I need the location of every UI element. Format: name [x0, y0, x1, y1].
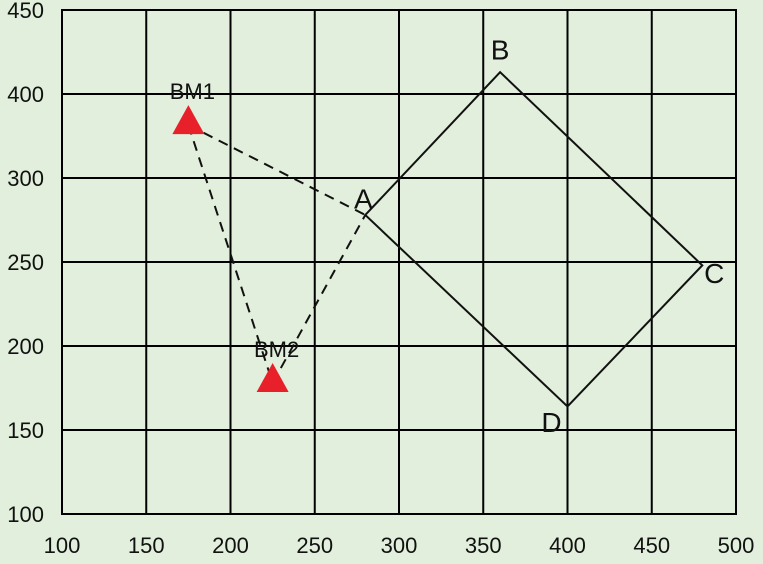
- dashed-link-bm1-bm2: [187, 124, 274, 384]
- y-tick-label: 200: [7, 334, 44, 359]
- vertex-label-d: D: [541, 407, 561, 438]
- vertex-label-b: B: [491, 35, 510, 66]
- benchmark-label-bm2: BM2: [254, 337, 299, 362]
- dashed-link-bm2-a: [271, 214, 367, 384]
- polygon-outline: [363, 70, 704, 408]
- y-tick-label: 450: [7, 0, 44, 23]
- dashed-link-bm1-a: [187, 124, 366, 216]
- x-tick-label: 200: [212, 533, 249, 558]
- grid: [61, 9, 737, 515]
- vertex-label-a: A: [354, 183, 373, 214]
- axis-ticks: 100 150 200 250 300 350 400 450 500 100 150 200 250 3…: [7, 0, 754, 558]
- y-tick-label: 250: [7, 250, 44, 275]
- x-tick-label: 350: [465, 533, 502, 558]
- dashed-links: [187, 124, 367, 384]
- x-tick-label: 450: [633, 533, 670, 558]
- x-tick-label: 250: [296, 533, 333, 558]
- x-tick-label: 400: [549, 533, 586, 558]
- y-tick-label: 400: [7, 82, 44, 107]
- benchmarks: BM1 BM2: [170, 79, 299, 392]
- benchmark-marker-bm1: [172, 105, 205, 135]
- y-tick-label: 300: [7, 166, 44, 191]
- x-tick-label: 150: [128, 533, 165, 558]
- benchmark-marker-bm2: [256, 362, 289, 392]
- vertex-label-c: C: [704, 258, 724, 289]
- polygon-abcd: A B C D: [354, 35, 724, 438]
- benchmark-label-bm1: BM1: [170, 79, 215, 104]
- x-tick-label: 500: [718, 533, 755, 558]
- y-tick-label: 150: [7, 418, 44, 443]
- y-tick-label: 100: [7, 502, 44, 527]
- x-tick-label: 100: [44, 533, 81, 558]
- x-tick-label: 300: [381, 533, 418, 558]
